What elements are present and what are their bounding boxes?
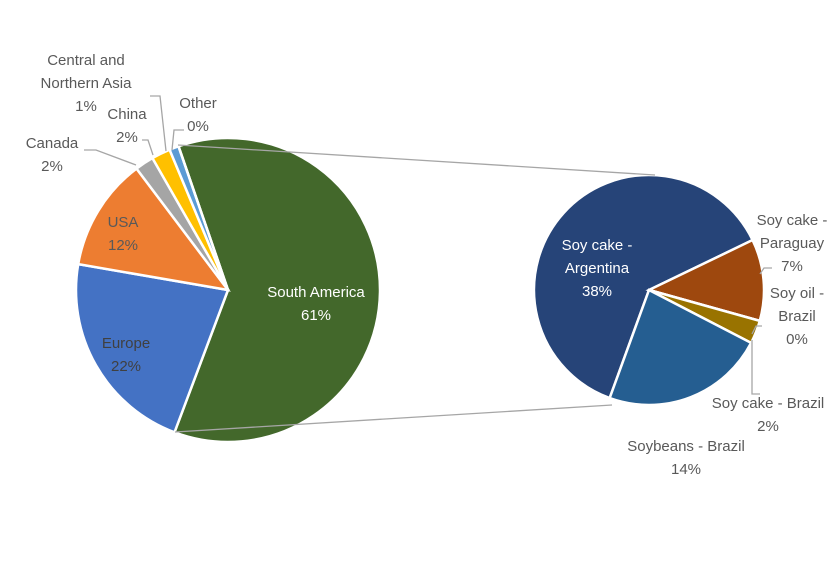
leader-line [84,149,137,166]
data-label: Soy cake - Brazil 2% [698,392,838,438]
pie-slice [167,144,230,291]
value-label: 22% [110,358,142,375]
data-label: Soy oil - Brazil 0% [762,282,832,351]
category-name: South America [267,284,365,301]
value-label: 7% [781,258,803,275]
data-label: China 2% [97,103,157,149]
data-label: Canada 2% [17,132,87,178]
pie-slice [74,262,230,434]
data-label: Soybeans - Brazil 14% [611,435,761,481]
data-label: Other 0% [168,92,228,138]
pie-slice [76,166,231,292]
leader-line [759,267,772,275]
connector-line [177,144,656,176]
category-name: Soy cake - Brazil [711,395,825,412]
value-label: 2% [41,158,63,175]
leader-line [150,95,167,152]
data-label: Soy cake - Paraguay 7% [752,209,832,278]
category-name: Soy oil - Brazil [769,285,825,325]
pie-slice [172,136,382,444]
data-label: Central and Northern Asia 1% [24,49,149,118]
value-label: 1% [75,98,97,115]
leader-lines [84,95,772,433]
data-label: South America 61% [246,281,386,327]
value-label: 0% [786,331,808,348]
data-label: Soy cake - Argentina 38% [547,234,647,303]
category-name: Other [179,95,217,112]
category-name: Soy cake - Argentina [561,237,633,277]
leader-line [142,139,154,156]
value-label: 12% [107,237,139,254]
leader-line [751,340,760,395]
data-label: USA 12% [93,211,153,257]
category-name: USA [107,214,139,231]
value-label: 14% [670,461,702,478]
category-name: Soybeans - Brazil [627,438,745,455]
pie-slice [645,238,766,323]
pie [532,173,766,407]
leader-line [751,325,762,335]
pie [74,136,382,444]
leader-line [171,129,184,151]
value-label: 38% [581,283,613,300]
value-label: 0% [187,118,209,135]
category-name: Europe [101,335,151,352]
category-name: Canada [25,135,79,152]
value-label: 2% [116,129,138,146]
value-label: 2% [757,418,779,435]
data-label: Europe 22% [81,332,171,378]
value-label: 61% [300,307,332,324]
category-name: China [107,106,147,123]
pie-slice [608,288,753,407]
pie-slice [532,173,755,400]
category-name: Soy cake - Paraguay [756,212,828,252]
category-name: Central and Northern Asia [40,52,132,92]
connector-line [174,404,613,433]
